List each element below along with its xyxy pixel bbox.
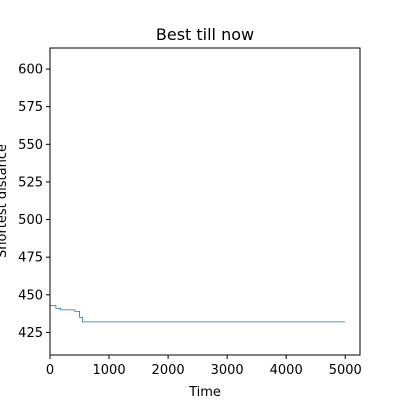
x-tick-label: 5000 — [329, 363, 362, 378]
x-tick-label: 2000 — [152, 363, 185, 378]
x-tick-label: 1000 — [93, 363, 126, 378]
x-tick-label: 3000 — [211, 363, 244, 378]
plot-frame — [49, 47, 361, 356]
y-axis-ticks: 425 450 475 500 525 550 575 600 — [18, 63, 50, 341]
x-axis-ticks: 0 1000 2000 3000 4000 5000 — [46, 355, 362, 378]
y-tick-label: 450 — [18, 288, 43, 303]
y-tick-label: 525 — [18, 175, 43, 190]
y-axis-label: Shortest distance — [0, 144, 10, 258]
x-axis-label: Time — [188, 385, 221, 400]
y-tick-label: 550 — [18, 138, 43, 153]
y-tick-label: 425 — [18, 326, 43, 341]
y-tick-label: 475 — [18, 251, 43, 266]
y-tick-label: 575 — [18, 100, 43, 115]
series-line-0 — [50, 304, 346, 323]
series-layer — [50, 304, 346, 323]
x-tick-label: 0 — [46, 363, 54, 378]
y-tick-label: 500 — [18, 213, 43, 228]
x-tick-label: 4000 — [270, 363, 303, 378]
chart-title: Best till now — [156, 25, 254, 44]
y-tick-label: 600 — [18, 63, 43, 78]
